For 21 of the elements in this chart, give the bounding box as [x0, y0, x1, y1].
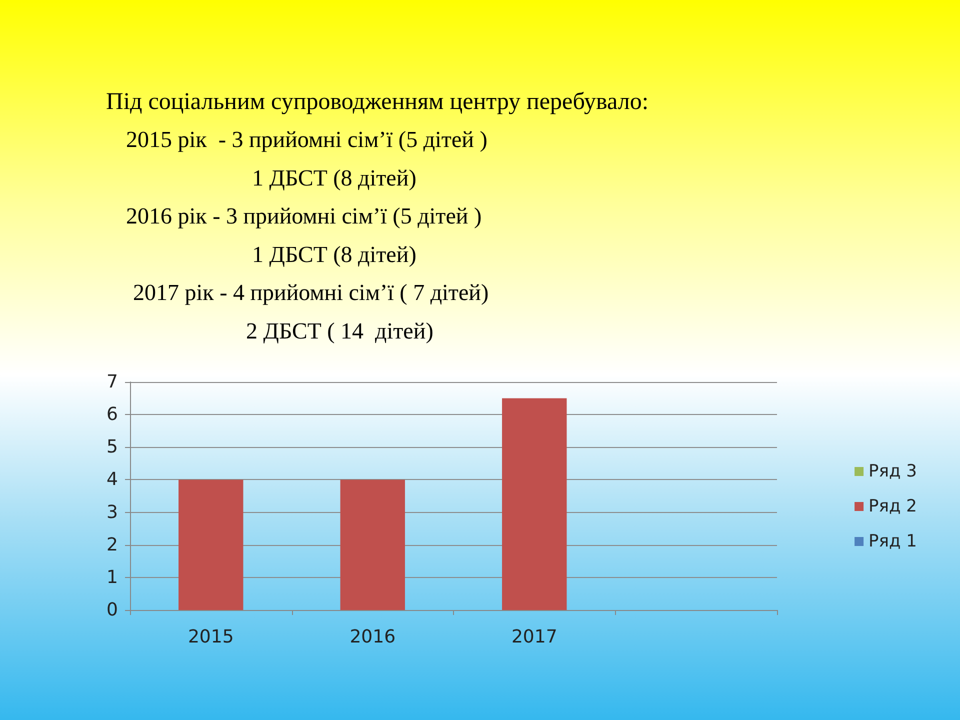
chart-title: Під соціальним супроводженням центру перебувало: [106, 89, 649, 115]
y-tick-label: 4 [106, 469, 118, 490]
y-tick-label: 1 [106, 566, 118, 588]
x-tick-label: 2016 [350, 626, 396, 648]
text: 1 ДБСТ (8 дітей) [252, 165, 416, 190]
y-tick-label: 0 [106, 600, 118, 620]
text: 2016 рік - 3 прийомні сім’ї (5 дітей ) [126, 204, 482, 229]
y-tick-label: 3 [106, 502, 118, 523]
text: 1 ДБСТ (8 дітей) [252, 242, 416, 267]
x-tick-label: 2015 [188, 626, 234, 648]
x-tick-label: 2017 [511, 626, 558, 648]
y-tick-label: 2 [106, 534, 118, 556]
y-tick-label: 7 [106, 372, 118, 392]
legend-label: Ряд 3 [868, 462, 917, 482]
y-tick-label: 5 [106, 436, 118, 458]
text: 2015 рік - 3 прийомні сім’ї (5 дітей ) [126, 127, 488, 152]
text: 2 ДБСТ ( 14 дітей) [246, 318, 434, 344]
legend-label: Ряд 2 [868, 496, 917, 516]
text: 2017 рік - 4 прийомні сім’ї ( 7 дітей) [133, 280, 489, 306]
y-tick-label: 6 [106, 404, 118, 426]
legend-label: Ряд 1 [868, 532, 917, 552]
